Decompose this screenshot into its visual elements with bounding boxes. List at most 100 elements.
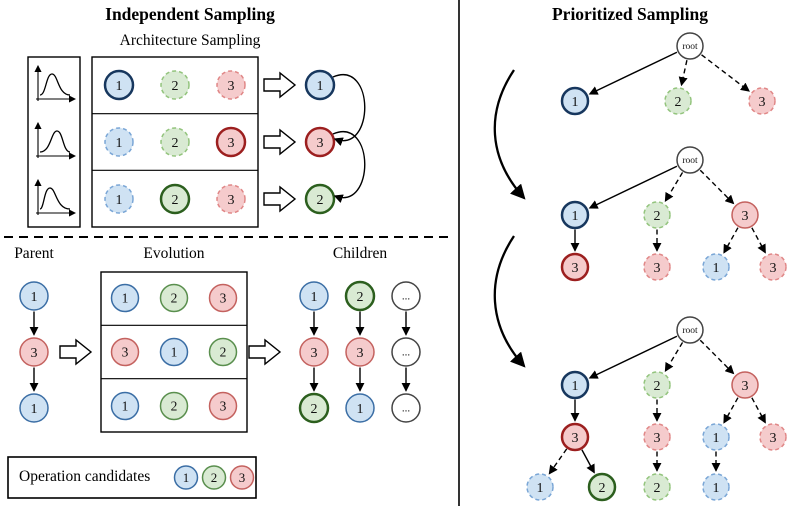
candidate-node: 2	[160, 127, 190, 157]
prioritized-flow-arrow-icon	[493, 69, 526, 200]
sampled-arch-node: 2	[304, 183, 336, 215]
tree-node-label: 1	[713, 431, 720, 446]
root-node: root	[676, 316, 704, 344]
evolution-node: 2	[159, 283, 189, 313]
sampled-arch-node-label: 3	[317, 136, 324, 151]
evolution-node-label: 3	[220, 291, 227, 306]
legend-node-circle	[229, 465, 255, 490]
tree-node-circle	[702, 473, 730, 501]
evolution-node-label: 3	[220, 399, 227, 414]
dashed-edge-arrow	[751, 227, 766, 254]
parent-node-label: 1	[31, 402, 38, 417]
tree-node-circle	[643, 371, 671, 399]
candidate-node: 1	[104, 127, 134, 157]
distribution-panel-box	[27, 56, 81, 228]
evolution-node-label: 2	[171, 399, 178, 414]
parent-node-circle	[19, 337, 49, 367]
loop-transition-arrow-icon	[332, 131, 366, 203]
tree-node-label: 3	[742, 379, 749, 394]
candidate-node-circle	[216, 184, 246, 214]
child-node-label: 1	[357, 402, 364, 417]
tree-node-circle	[702, 423, 730, 451]
tree-node: 2	[643, 371, 671, 399]
tree-node: 3	[643, 423, 671, 451]
tree-node-label: 2	[599, 481, 606, 496]
child-node: 2	[298, 392, 330, 424]
legend-node-circle	[173, 465, 199, 490]
parent-node-label: 3	[31, 346, 38, 361]
dashed-edge-arrow	[664, 342, 684, 373]
root-node-label: root	[682, 156, 698, 166]
legend-node: 2	[201, 465, 227, 490]
architecture-sampling-label: Architecture Sampling	[119, 32, 261, 49]
dashed-edge-arrow	[548, 448, 568, 475]
legend-box	[7, 456, 257, 499]
tree-node: 3	[560, 252, 590, 282]
candidate-node-circle	[104, 127, 134, 157]
root-node-circle	[676, 32, 704, 60]
child-node-label: ...	[402, 291, 411, 303]
tree-node: 1	[526, 473, 554, 501]
tree-node: 1	[702, 473, 730, 501]
legend-node: 1	[173, 465, 199, 490]
root-node-label: root	[682, 326, 698, 336]
tree-node-circle	[643, 253, 671, 281]
candidate-node: 2	[160, 70, 190, 100]
candidate-node-label: 1	[116, 79, 123, 94]
root-node-circle	[676, 146, 704, 174]
evolution-node-label: 1	[171, 345, 178, 360]
parent-node: 1	[19, 393, 49, 423]
tree-node-circle	[759, 253, 787, 281]
evolution-node: 2	[208, 337, 238, 367]
child-node-label: 1	[311, 290, 318, 305]
candidate-node-label: 1	[116, 193, 123, 208]
parent-node: 1	[19, 281, 49, 311]
tree-node-circle	[731, 371, 759, 399]
tree-node-circle	[526, 473, 554, 501]
evolution-node-circle	[208, 391, 238, 421]
evolution-node: 1	[110, 283, 140, 313]
block-arrow-icon	[248, 338, 282, 366]
dashed-edge-arrow	[664, 172, 684, 203]
legend-node-label: 1	[183, 470, 190, 485]
tree-node-label: 1	[572, 95, 579, 110]
tree-node-label: 3	[770, 261, 777, 276]
evolution-label: Evolution	[143, 245, 205, 262]
tree-node: 2	[643, 201, 671, 229]
root-node-label: root	[682, 42, 698, 52]
candidate-node-circle	[215, 126, 247, 158]
sampled-arch-node-label: 2	[317, 193, 324, 208]
solid-edge-arrow	[588, 51, 678, 95]
parent-node: 3	[19, 337, 49, 367]
legend-node: 3	[229, 465, 255, 490]
tree-node-label: 2	[675, 95, 682, 110]
tree-node: 3	[643, 253, 671, 281]
tree-node: 3	[759, 253, 787, 281]
left-panel-title: Independent Sampling	[105, 4, 275, 24]
evolution-node: 1	[159, 337, 189, 367]
child-node: 2	[344, 280, 376, 312]
parent-node-circle	[19, 281, 49, 311]
dashed-edge-arrow	[699, 339, 735, 375]
candidate-node: 3	[215, 126, 247, 158]
tree-node: 3	[759, 423, 787, 451]
tree-node-label: 1	[713, 481, 720, 496]
child-node-circle	[299, 281, 329, 311]
candidate-node: 3	[216, 70, 246, 100]
child-node-label: ...	[402, 347, 411, 359]
evolution-node: 3	[110, 337, 140, 367]
candidate-node: 2	[159, 183, 191, 215]
solid-edge-arrow	[588, 165, 678, 209]
tree-node: 3	[731, 201, 759, 229]
child-node-circle	[391, 337, 421, 367]
parent-label: Parent	[14, 245, 54, 262]
candidate-panel-box	[91, 56, 259, 228]
candidate-node-circle	[103, 69, 135, 101]
child-node: 1	[299, 281, 329, 311]
tree-node-label: 3	[572, 431, 579, 446]
evolution-node-circle	[110, 337, 140, 367]
candidate-node: 1	[103, 69, 135, 101]
tree-node-label: 1	[713, 261, 720, 276]
block-arrow-icon	[263, 71, 297, 99]
tree-node-circle	[748, 87, 776, 115]
